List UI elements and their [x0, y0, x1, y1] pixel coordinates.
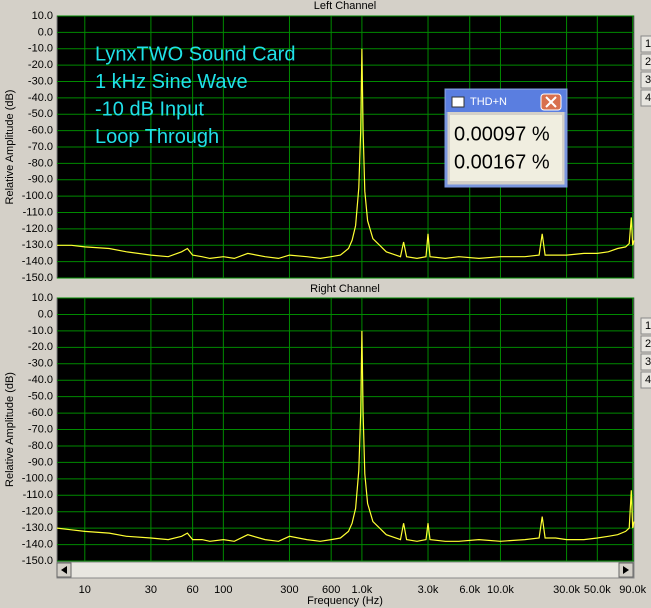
chart-title: Right Channel — [310, 283, 380, 295]
side-button[interactable] — [640, 89, 651, 107]
side-button[interactable] — [640, 371, 651, 389]
y-axis-label: Relative Amplitude (dB) — [4, 372, 16, 487]
annotation: 1 kHz Sine Wave — [95, 71, 248, 93]
y-tick-label: -20.0 — [28, 59, 53, 71]
scrollbar[interactable] — [56, 561, 635, 579]
x-tick-label: 60 — [186, 584, 198, 596]
y-tick-label: -50.0 — [28, 108, 53, 120]
side-button-label: 1 — [645, 38, 651, 50]
y-tick-label: -140.0 — [22, 538, 53, 550]
y-tick-label: -70.0 — [28, 423, 53, 435]
y-tick-label: -40.0 — [28, 92, 53, 104]
y-tick-label: -130.0 — [22, 522, 53, 534]
y-tick-label: 10.0 — [32, 292, 53, 304]
side-button-label: 2 — [645, 338, 651, 350]
y-tick-label: -110.0 — [23, 489, 53, 501]
x-tick-label: 10 — [79, 584, 91, 596]
y-axis-label: Relative Amplitude (dB) — [4, 90, 16, 205]
side-button-label: 4 — [645, 374, 651, 386]
y-tick-label: -20.0 — [28, 341, 53, 353]
thd-icon — [451, 96, 465, 108]
y-tick-label: -70.0 — [28, 141, 53, 153]
y-tick-label: -10.0 — [28, 325, 53, 337]
side-button[interactable] — [640, 35, 651, 53]
y-tick-label: -100.0 — [22, 190, 53, 202]
y-tick-label: -50.0 — [28, 391, 53, 403]
y-tick-label: -60.0 — [28, 125, 53, 137]
y-tick-label: -110.0 — [23, 206, 53, 218]
x-tick-label: 10.0k — [487, 584, 514, 596]
y-tick-label: 0.0 — [38, 308, 53, 320]
spectrum-line — [56, 330, 635, 542]
thd-titlebar — [446, 90, 566, 112]
arrow — [61, 566, 67, 574]
side-button-label: 1 — [645, 320, 651, 332]
x-tick-label: 90.0k — [619, 584, 646, 596]
x-tick-label: 1.0k — [352, 584, 373, 596]
arrow — [623, 566, 629, 574]
side-button[interactable] — [640, 71, 651, 89]
side-button[interactable] — [640, 353, 651, 371]
y-tick-label: -150.0 — [22, 555, 53, 567]
thd-title: THD+N — [470, 96, 507, 108]
annotation: LynxTWO Sound Card — [95, 43, 295, 65]
y-tick-label: -60.0 — [28, 407, 53, 419]
y-tick-label: 0.0 — [38, 26, 53, 38]
y-tick-label: -90.0 — [28, 456, 53, 468]
y-tick-label: -150.0 — [22, 272, 53, 284]
y-tick-label: -120.0 — [22, 223, 53, 235]
y-tick-label: -90.0 — [28, 174, 53, 186]
x-tick-label: 3.0k — [418, 584, 439, 596]
side-button[interactable] — [640, 317, 651, 335]
side-button-label: 4 — [645, 92, 651, 104]
side-button-label: 3 — [645, 356, 651, 368]
y-tick-label: 10.0 — [32, 10, 53, 22]
x-tick-label: 100 — [214, 584, 232, 596]
side-button-label: 2 — [645, 56, 651, 68]
x-tick-label: 6.0k — [459, 584, 480, 596]
spectrum-line — [57, 48, 635, 260]
x-tick-label: 50.0k — [584, 584, 611, 596]
x-axis-label: Frequency (Hz) — [307, 595, 383, 607]
chart-title: Left Channel — [314, 0, 376, 12]
thd-readout — [450, 115, 562, 181]
y-tick-label: -100.0 — [22, 473, 53, 485]
thd-reading: 0.00097 % — [454, 123, 550, 145]
x-tick-label: 30.0k — [553, 584, 580, 596]
side-button[interactable] — [640, 53, 651, 71]
close-icon — [545, 96, 557, 108]
y-tick-label: -80.0 — [28, 440, 53, 452]
y-tick-label: -30.0 — [28, 358, 53, 370]
y-tick-label: -120.0 — [22, 506, 53, 518]
y-tick-label: -130.0 — [22, 239, 53, 251]
side-button[interactable] — [640, 335, 651, 353]
y-tick-label: -40.0 — [28, 374, 53, 386]
y-tick-label: -80.0 — [28, 157, 53, 169]
y-tick-label: -30.0 — [28, 75, 53, 87]
y-tick-label: -10.0 — [28, 43, 53, 55]
side-button-label: 3 — [645, 74, 651, 86]
x-tick-label: 30 — [145, 584, 157, 596]
x-tick-label: 600 — [322, 584, 340, 596]
annotation: Loop Through — [95, 126, 219, 148]
y-tick-label: -140.0 — [22, 256, 53, 268]
thd-reading: 0.00167 % — [454, 151, 550, 173]
annotation: -10 dB Input — [95, 98, 204, 120]
x-tick-label: 300 — [280, 584, 298, 596]
